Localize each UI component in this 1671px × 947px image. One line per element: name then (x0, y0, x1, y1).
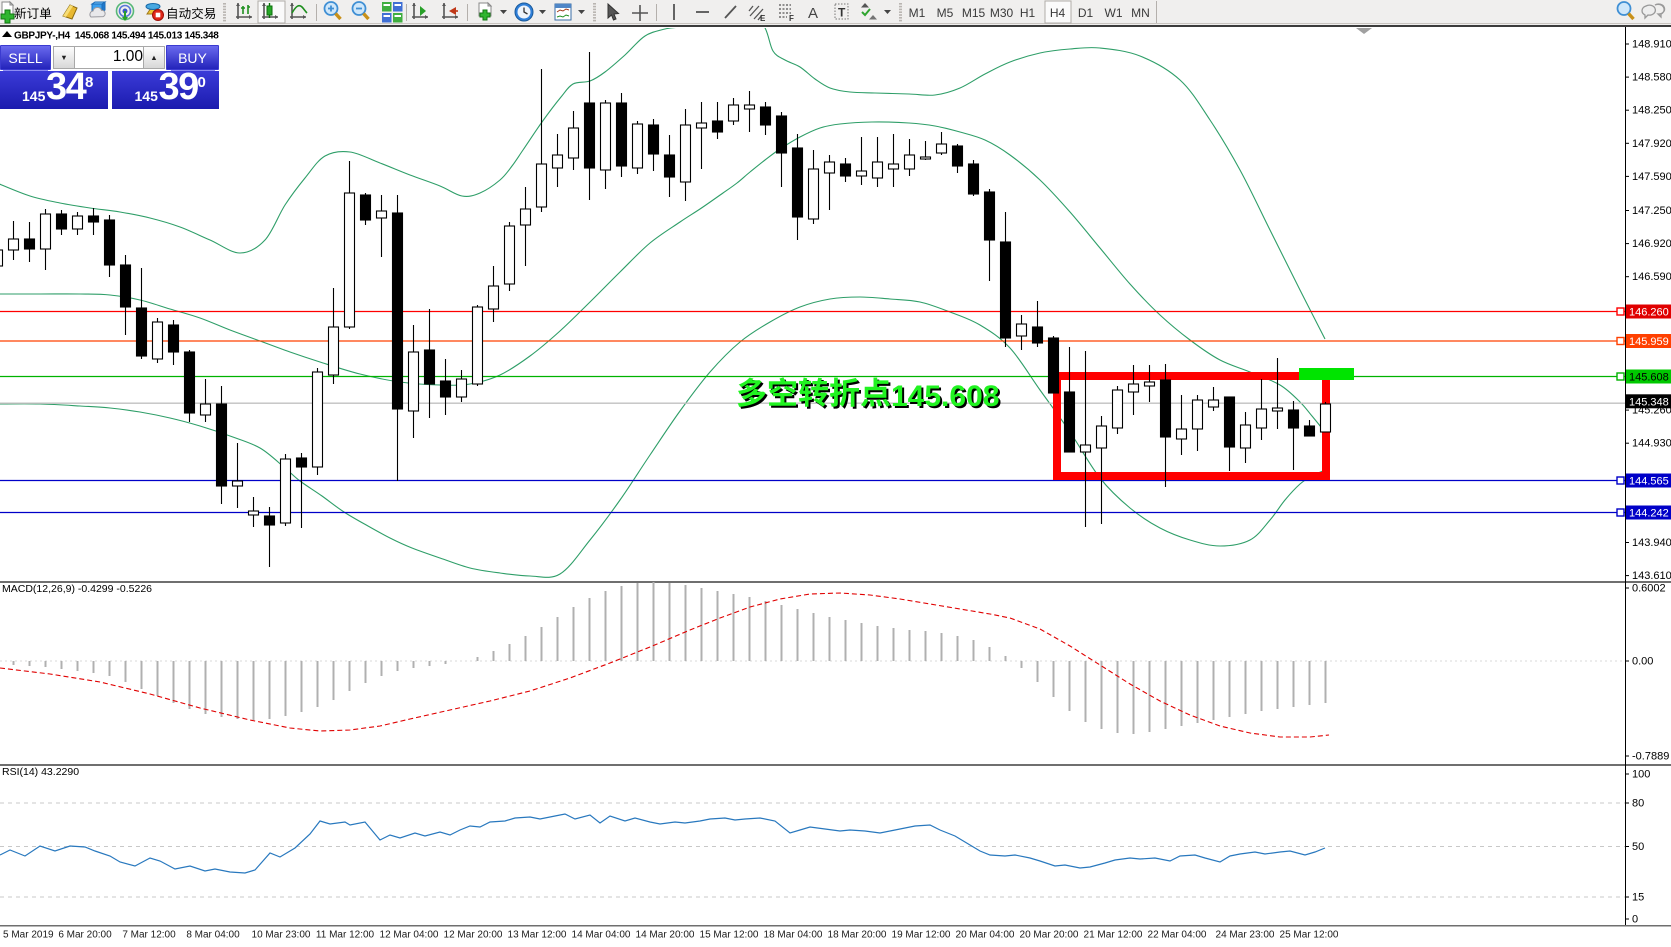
svg-text:0.00: 0.00 (1632, 656, 1653, 668)
svg-text:24 Mar 23:00: 24 Mar 23:00 (1216, 930, 1275, 941)
svg-text:144.930: 144.930 (1632, 438, 1671, 450)
svg-text:145.608: 145.608 (893, 382, 1001, 415)
svg-text:148.910: 148.910 (1632, 39, 1671, 51)
svg-text:19 Mar 12:00: 19 Mar 12:00 (892, 930, 951, 941)
svg-text:18 Mar 04:00: 18 Mar 04:00 (764, 930, 823, 941)
svg-text:MN: MN (1131, 6, 1150, 20)
svg-text:21 Mar 12:00: 21 Mar 12:00 (1084, 930, 1143, 941)
svg-text:145.608: 145.608 (891, 380, 999, 413)
svg-text:13 Mar 12:00: 13 Mar 12:00 (508, 930, 567, 941)
svg-text:6 Mar 20:00: 6 Mar 20:00 (58, 930, 112, 941)
svg-text:11 Mar 12:00: 11 Mar 12:00 (316, 930, 375, 941)
svg-text:15: 15 (1632, 892, 1644, 904)
svg-text:A: A (808, 5, 818, 22)
svg-text:M5: M5 (937, 6, 954, 20)
svg-text:5 Mar 2019: 5 Mar 2019 (3, 930, 54, 941)
svg-text:148.580: 148.580 (1632, 72, 1671, 84)
svg-text:145.608: 145.608 (1629, 372, 1669, 384)
svg-text:RSI(14) 43.2290: RSI(14) 43.2290 (2, 766, 79, 778)
svg-text:10 Mar 23:00: 10 Mar 23:00 (252, 930, 311, 941)
svg-text:143.610: 143.610 (1632, 570, 1671, 582)
svg-text:D1: D1 (1078, 6, 1094, 20)
svg-text:147.590: 147.590 (1632, 171, 1671, 183)
svg-text:8 Mar 04:00: 8 Mar 04:00 (186, 930, 240, 941)
svg-text:20 Mar 04:00: 20 Mar 04:00 (956, 930, 1015, 941)
svg-text:20 Mar 20:00: 20 Mar 20:00 (1020, 930, 1079, 941)
svg-text:147.250: 147.250 (1632, 205, 1671, 217)
svg-text:143.940: 143.940 (1632, 537, 1671, 549)
svg-text:-0.7889: -0.7889 (1632, 751, 1669, 763)
svg-text:M30: M30 (990, 6, 1014, 20)
svg-text:F: F (789, 14, 794, 23)
svg-text:M1: M1 (909, 6, 926, 20)
svg-text:7 Mar 12:00: 7 Mar 12:00 (122, 930, 176, 941)
svg-text:MACD(12,26,9) -0.4299 -0.5226: MACD(12,26,9) -0.4299 -0.5226 (2, 583, 152, 595)
svg-text:15 Mar 12:00: 15 Mar 12:00 (700, 930, 759, 941)
svg-text:144.242: 144.242 (1629, 508, 1669, 520)
svg-text:12 Mar 20:00: 12 Mar 20:00 (444, 930, 503, 941)
svg-text:146.590: 146.590 (1632, 271, 1671, 283)
svg-text:148.250: 148.250 (1632, 105, 1671, 117)
svg-text:18 Mar 20:00: 18 Mar 20:00 (828, 930, 887, 941)
svg-text:146.920: 146.920 (1632, 238, 1671, 250)
svg-text:147.920: 147.920 (1632, 138, 1671, 150)
svg-text:145.959: 145.959 (1629, 336, 1669, 348)
svg-text:50: 50 (1632, 841, 1644, 853)
svg-text:12 Mar 04:00: 12 Mar 04:00 (380, 930, 439, 941)
svg-text:GBPJPY-,H4 145.068 145.494 14: GBPJPY-,H4 145.068 145.494 145.013 145.3… (14, 31, 219, 42)
svg-text:100: 100 (1632, 769, 1650, 781)
svg-text:H4: H4 (1050, 6, 1066, 20)
svg-text:0: 0 (1632, 914, 1638, 926)
svg-text:W1: W1 (1105, 6, 1123, 20)
svg-text:146.260: 146.260 (1629, 307, 1669, 319)
svg-text:80: 80 (1632, 798, 1644, 810)
svg-text:M15: M15 (962, 6, 986, 20)
svg-text:144.565: 144.565 (1629, 476, 1669, 488)
svg-text:H1: H1 (1020, 6, 1036, 20)
svg-text:14 Mar 04:00: 14 Mar 04:00 (572, 930, 631, 941)
svg-text:E: E (760, 14, 766, 23)
svg-text:T: T (838, 6, 846, 20)
svg-text:25 Mar 12:00: 25 Mar 12:00 (1280, 930, 1339, 941)
svg-text:0.6002: 0.6002 (1632, 583, 1666, 595)
svg-text:22 Mar 04:00: 22 Mar 04:00 (1148, 930, 1207, 941)
svg-text:145.348: 145.348 (1629, 396, 1669, 408)
svg-text:14 Mar 20:00: 14 Mar 20:00 (636, 930, 695, 941)
